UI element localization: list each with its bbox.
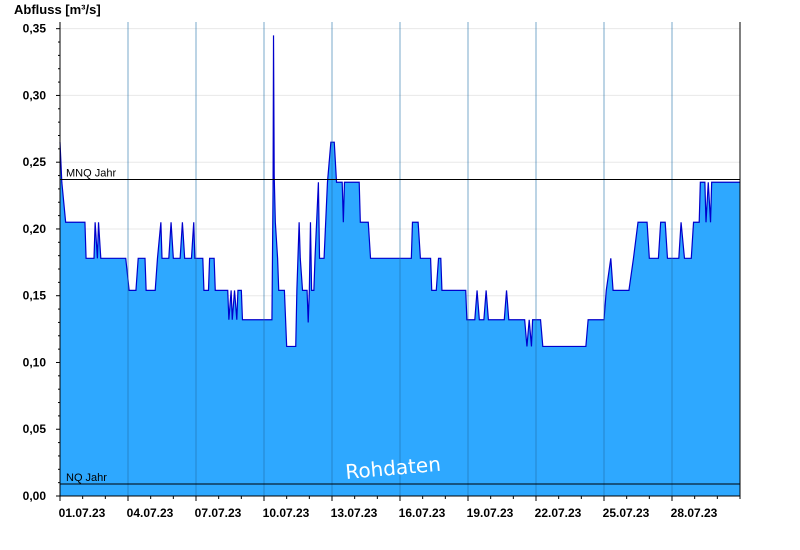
x-tick-label-4: 13.07.23: [331, 506, 378, 520]
x-tick-label-5: 16.07.23: [399, 506, 446, 520]
x-tick-labels: 01.07.23 04.07.23 07.07.23 10.07.23 13.07.23…: [59, 496, 741, 520]
x-tick-label-3: 10.07.23: [263, 506, 310, 520]
y-tick-label-6: 0,30: [23, 88, 47, 102]
x-tick-label-8: 25.07.23: [603, 506, 650, 520]
y-tick-label-1: 0,05: [23, 422, 47, 436]
x-tick-label-9: 28.07.23: [671, 506, 718, 520]
y-tick-labels: 0,00 0,05 0,10 0,15 0,20 0,25 0,30 0,35: [23, 22, 60, 503]
x-tick-label-2: 07.07.23: [195, 506, 242, 520]
day-separators: [127, 22, 673, 496]
y-tick-label-3: 0,15: [23, 289, 47, 303]
y-tick-label-4: 0,20: [23, 222, 47, 236]
discharge-line: [59, 35, 740, 348]
y-tick-label-7: 0,35: [23, 22, 47, 36]
reference-lines: MNQ Jahr NQ Jahr: [60, 168, 740, 485]
x-tick-label-0: 01.07.23: [59, 506, 106, 520]
y-axis-title: Abfluss [m³/s]: [14, 2, 101, 17]
ref-label-0: MNQ Jahr: [66, 168, 116, 180]
x-tick-label-7: 22.07.23: [535, 506, 582, 520]
y-tick-label-2: 0,10: [23, 355, 47, 369]
x-tick-label-6: 19.07.23: [467, 506, 514, 520]
y-tick-label-0: 0,00: [23, 489, 47, 503]
ref-label-1: NQ Jahr: [66, 472, 107, 484]
y-tick-label-5: 0,25: [23, 155, 47, 169]
x-tick-label-1: 04.07.23: [127, 506, 174, 520]
